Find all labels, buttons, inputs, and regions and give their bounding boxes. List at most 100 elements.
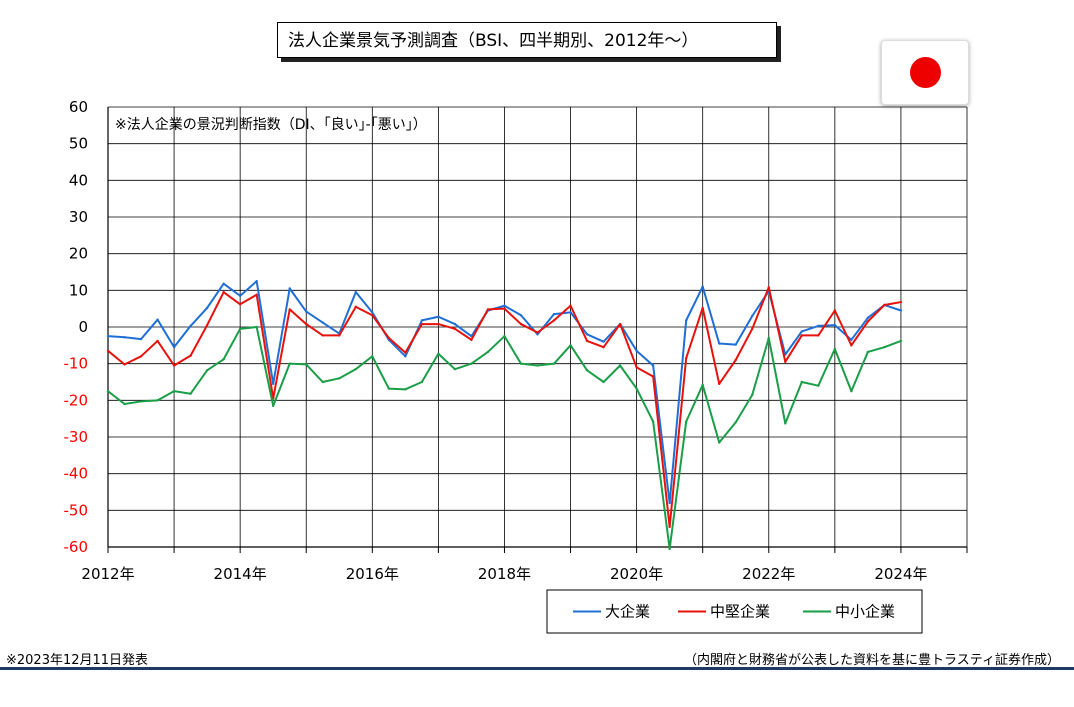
data-point	[139, 400, 143, 403]
data-point	[899, 339, 903, 343]
data-point	[784, 422, 787, 425]
data-point	[222, 290, 225, 294]
y-tick-label: -50	[64, 501, 89, 519]
data-point	[321, 321, 324, 324]
data-point	[172, 364, 176, 367]
data-point	[585, 369, 589, 372]
data-point	[503, 304, 506, 307]
data-point	[751, 314, 754, 318]
data-point	[189, 324, 192, 328]
chart-title: 法人企業景気予測調査（BSI、四半期別、2012年～）	[277, 22, 777, 58]
y-tick-label: 60	[69, 98, 88, 116]
data-point	[156, 318, 159, 321]
source-note: （内閣府と財務省が公表した資料を基に豊トラスティ証券作成）	[684, 653, 1060, 668]
data-point	[651, 420, 655, 423]
data-point	[883, 345, 886, 349]
data-point	[371, 311, 374, 314]
data-point	[172, 345, 176, 349]
data-point	[701, 285, 704, 288]
data-point	[354, 290, 357, 294]
data-point	[585, 339, 589, 343]
data-point	[784, 360, 787, 364]
data-point	[453, 322, 457, 326]
data-point	[453, 327, 457, 331]
data-point	[321, 380, 324, 384]
data-point	[156, 399, 159, 402]
data-point	[404, 355, 407, 358]
x-tick-label: 2020年	[610, 565, 663, 583]
x-tick-label: 2014年	[214, 565, 267, 583]
data-point	[635, 366, 638, 369]
x-tick-label: 2024年	[874, 565, 927, 583]
data-point	[866, 320, 870, 323]
data-point	[321, 334, 324, 337]
data-point	[238, 303, 242, 306]
data-point	[701, 383, 704, 387]
data-point	[833, 309, 837, 312]
data-point	[850, 338, 853, 342]
y-tick-label: -60	[64, 538, 89, 556]
data-point	[519, 314, 523, 317]
data-point	[866, 316, 870, 320]
data-point	[420, 319, 424, 322]
data-point	[338, 377, 341, 380]
data-point	[255, 325, 258, 329]
data-point	[404, 388, 407, 391]
data-point	[767, 336, 770, 340]
data-point	[205, 306, 209, 310]
data-point	[718, 342, 721, 345]
legend-label: 大企業	[605, 603, 650, 621]
data-point	[718, 382, 721, 386]
data-point	[850, 389, 853, 393]
data-point	[800, 380, 804, 384]
data-point	[751, 393, 754, 397]
data-point	[354, 367, 357, 371]
data-point	[123, 402, 126, 406]
release-date-note: ※2023年12月11日発表	[6, 653, 149, 668]
data-point	[536, 331, 539, 334]
y-tick-label: -30	[64, 428, 89, 446]
data-point	[635, 387, 638, 390]
data-point	[800, 330, 804, 333]
data-point	[106, 389, 110, 393]
data-point	[288, 362, 291, 365]
data-point	[371, 355, 374, 358]
data-point	[850, 344, 853, 347]
data-point	[569, 344, 572, 347]
data-point	[437, 352, 440, 355]
data-point	[486, 350, 490, 354]
data-point	[503, 307, 506, 310]
data-point	[139, 337, 143, 341]
data-point	[255, 293, 258, 296]
footer-rule	[0, 667, 1074, 670]
data-point	[751, 327, 754, 331]
data-point	[618, 322, 622, 326]
data-point	[602, 340, 605, 343]
flag-red-disc	[910, 57, 941, 88]
legend-label: 中堅企業	[710, 603, 770, 621]
data-point	[552, 312, 556, 316]
y-tick-label: 40	[69, 171, 88, 189]
data-point	[651, 375, 655, 378]
data-point	[420, 322, 424, 326]
data-point	[817, 324, 820, 328]
data-point	[271, 382, 275, 386]
data-point	[123, 363, 126, 366]
data-point	[651, 364, 655, 367]
japan-flag-icon	[881, 40, 969, 105]
data-point	[618, 364, 622, 367]
data-point	[288, 308, 291, 311]
data-point	[420, 380, 424, 384]
data-point	[668, 547, 671, 551]
data-point	[668, 501, 671, 505]
data-point	[899, 300, 903, 304]
data-point	[536, 364, 539, 367]
data-point	[106, 334, 110, 338]
chart-note: ※法人企業の景況判断指数（DI、｢良い｣-｢悪い｣）	[115, 116, 427, 133]
y-tick-label: 50	[69, 135, 88, 153]
x-tick-label: 2018年	[478, 565, 531, 583]
data-point	[222, 358, 225, 361]
data-point	[453, 367, 457, 371]
data-point	[238, 294, 242, 298]
